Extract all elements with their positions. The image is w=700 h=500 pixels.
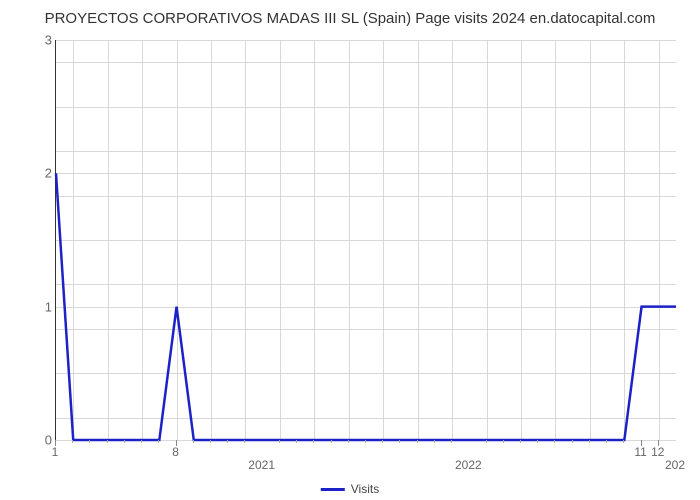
legend-swatch (321, 488, 345, 491)
chart-container: PROYECTOS CORPORATIVOS MADAS III SL (Spa… (0, 0, 700, 500)
plot-area (55, 40, 676, 441)
legend: Visits (321, 482, 379, 496)
chart-title: PROYECTOS CORPORATIVOS MADAS III SL (Spa… (0, 0, 700, 27)
series-line (56, 40, 676, 440)
legend-label: Visits (351, 482, 379, 496)
